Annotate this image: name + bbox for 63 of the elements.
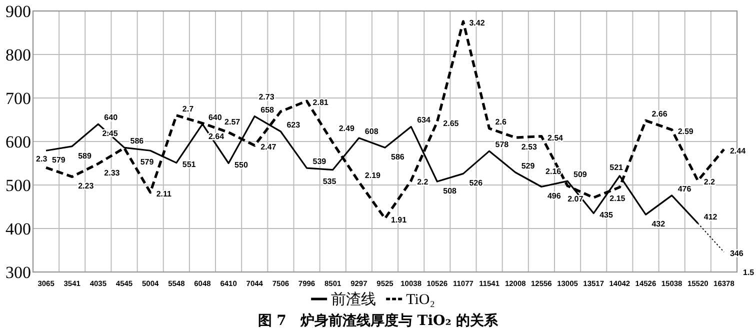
data-label: 2.49: [338, 124, 355, 133]
data-label: 589: [78, 151, 92, 160]
data-label: 521: [610, 162, 624, 172]
data-label: 551: [182, 160, 196, 169]
data-label: 509: [574, 170, 588, 180]
text: 1.5: [743, 268, 755, 277]
y-tick-label: 500: [6, 176, 31, 195]
data-label: 550: [234, 160, 248, 170]
y-tick-label: 900: [6, 2, 31, 21]
y-tick-label: 800: [6, 46, 31, 64]
data-label: 412: [704, 212, 718, 222]
data-label: 578: [495, 140, 510, 150]
data-label: 2.73: [258, 92, 275, 102]
data-label: 2.81: [312, 98, 329, 108]
data-label: 2.15: [610, 194, 626, 204]
data-label: 2.19: [364, 170, 382, 180]
y-tick-label: 600: [6, 132, 31, 152]
data-label: 508: [443, 186, 458, 196]
data-label: 346: [730, 248, 744, 258]
data-label: 2.57: [224, 117, 241, 126]
data-label: 579: [52, 156, 66, 165]
data-label: 2.7: [182, 104, 194, 114]
data-label: 2.54: [547, 133, 564, 142]
data-label: 2.59: [678, 126, 694, 136]
data-label: 526: [469, 178, 484, 188]
data-label: 586: [130, 136, 144, 146]
data-label: 3.42: [469, 18, 486, 28]
data-label: 2.47: [260, 142, 277, 152]
data-label: 579: [140, 158, 154, 167]
y-tick-label: 700: [6, 89, 31, 108]
data-label: 435: [600, 210, 614, 220]
data-label: 1.91: [391, 215, 408, 224]
data-label: 640: [104, 113, 118, 122]
data-label: 535: [322, 176, 337, 186]
data-label: 2.16: [546, 166, 562, 176]
y-tick-label: 300: [6, 263, 31, 282]
data-label: 658: [260, 105, 275, 114]
data-label: 2.6: [495, 117, 507, 126]
data-label: 586: [391, 152, 405, 162]
data-label: 640: [208, 113, 222, 122]
legend-label: 前渣线: [331, 291, 376, 308]
data-label: 529: [521, 161, 536, 170]
data-label: 2.65: [443, 118, 460, 128]
data-label: 432: [652, 220, 666, 229]
text: 图 7 炉身前渣线厚度与 TiO₂ 的关系: [258, 312, 500, 329]
data-label: 2.33: [104, 168, 120, 178]
data-label: 539: [312, 157, 327, 166]
data-label: 2.2: [417, 178, 429, 187]
data-label: 2.23: [78, 182, 94, 191]
data-label: 2.3: [36, 154, 48, 164]
y-tick-label: 400: [6, 220, 31, 238]
data-label: 496: [547, 192, 562, 201]
data-label: 2.11: [156, 189, 172, 198]
legend-label: TiO₂: [406, 292, 435, 308]
data-label: 2.44: [730, 146, 746, 156]
data-label: 2.66: [652, 110, 668, 119]
data-label: 476: [678, 184, 692, 194]
data-label: 608: [364, 127, 379, 136]
data-label: 2.2: [704, 178, 716, 187]
data-label: 2.53: [521, 142, 538, 152]
data-label: 634: [417, 116, 431, 125]
data-label: 623: [286, 120, 301, 130]
data-label: 2.07: [568, 194, 584, 204]
